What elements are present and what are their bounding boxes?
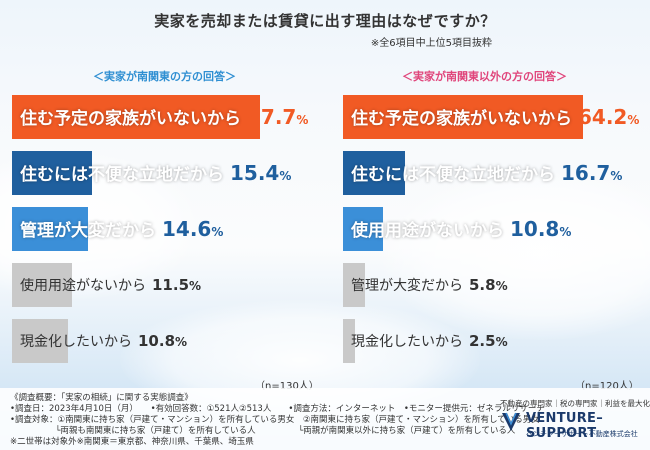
left-bar-2 (12, 151, 93, 195)
right-percent-sign-2: % (610, 169, 623, 183)
left-percent-sign-3: % (211, 225, 224, 239)
right-sample-size: （n=120人） (575, 381, 639, 392)
right-value-3: 10.8 (510, 217, 560, 241)
left-category-4: 使用用途がないから (20, 278, 146, 294)
right-percent-sign-3: % (559, 225, 572, 239)
logo-name: VENTURE–SUPPORT (526, 411, 604, 441)
right-value-5: 2.5 (469, 332, 496, 350)
left-bar-label-1: 住む予定の家族がいないから 47.7% (20, 95, 308, 142)
right-category-4: 管理が大変だから (351, 278, 463, 294)
left-value-3: 14.6 (162, 217, 212, 241)
survey-target-note: └両親も南関東に持ち家（戸建て）を所有している人 └両親が南関東以外に持ち家（戸… (10, 426, 516, 436)
chart-title: 実家を売却または賃貸に出す理由はなぜですか？ (154, 12, 496, 30)
left-bar-label-2: 住むには不便な立地だから 15.4% (20, 151, 291, 198)
right-bar-1 (343, 95, 583, 139)
right-bar-label-5: 現金化したいから 2.5% (351, 319, 508, 364)
left-category-1: 住む予定の家族がいないから (20, 109, 241, 129)
left-category-2: 住むには不便な立地だから (20, 165, 224, 185)
survey-target: •調査対象：①南関東に持ち家（戸建て・マンション）を所有している男女 ②南関東に… (10, 415, 540, 425)
left-percent-sign-4: % (189, 279, 202, 293)
left-bar-label-5: 現金化したいから 10.8% (20, 319, 187, 364)
right-bar-5 (343, 319, 355, 363)
right-value-2: 16.7 (561, 161, 611, 185)
left-panel-header: ＜実家が南関東の方の回答＞ (93, 70, 236, 83)
left-value-2: 15.4 (230, 161, 280, 185)
survey-footnote: ※二世帯は対象外※南関東＝東京都、神奈川県、千葉県、埼玉県 (10, 437, 254, 447)
left-category-5: 現金化したいから (20, 334, 132, 350)
right-percent-sign-1: % (627, 113, 640, 127)
left-category-3: 管理が大変だから (20, 221, 156, 241)
right-bar-label-1: 住む予定の家族がいないから 64.2% (351, 95, 639, 142)
venture-support-logo-icon (502, 412, 520, 431)
right-percent-sign-5: % (495, 335, 508, 349)
left-bar-3 (12, 207, 88, 251)
footer: 《調査概要：「実家の相続」に関する実態調査》 •調査日：2023年4月10日（月… (0, 388, 650, 450)
right-category-3: 使用用途がないから (351, 221, 504, 241)
left-value-5: 10.8 (138, 332, 176, 350)
right-bar-4 (343, 263, 365, 307)
right-category-2: 住むには不便な立地だから (351, 165, 555, 185)
survey-title: 《調査概要：「実家の相続」に関する実態調査》 (10, 393, 193, 403)
right-bar-label-4: 管理が大変だから 5.8% (351, 263, 508, 308)
right-bar-2 (343, 151, 406, 195)
left-percent-sign-1: % (296, 113, 309, 127)
right-percent-sign-4: % (495, 279, 508, 293)
right-category-1: 住む予定の家族がいないから (351, 109, 572, 129)
survey-details: •調査日：2023年4月10日（月） •有効回答数：①521人②513人 •調査… (10, 404, 545, 414)
right-bar-label-2: 住むには不便な立地だから 16.7% (351, 151, 622, 198)
cloud-decoration (380, 170, 650, 340)
right-value-1: 64.2 (578, 105, 628, 129)
right-category-5: 現金化したいから (351, 334, 463, 350)
right-bar-label-3: 使用用途がないから 10.8% (351, 207, 571, 254)
right-panel-header: ＜実家が南関東以外の方の回答＞ (402, 70, 567, 83)
right-bar-3 (343, 207, 384, 251)
logo-subtitle: ベンチャーサポート不動産株式会社 (526, 430, 638, 438)
left-sample-size: （n=130人） (255, 381, 319, 392)
logo-tagline: 不動産の専門家｜税の専門家｜利益を最大化 (500, 399, 650, 408)
left-bar-4 (12, 263, 72, 307)
left-value-1: 47.7 (247, 105, 297, 129)
subnote: ※全6項目中上位5項目抜粋 (370, 38, 492, 49)
left-bar-label-4: 使用用途がないから 11.5% (20, 263, 201, 308)
left-bar-1 (12, 95, 260, 139)
left-bar-5 (12, 319, 69, 363)
left-percent-sign-5: % (175, 335, 188, 349)
right-value-4: 5.8 (469, 276, 496, 294)
left-percent-sign-2: % (279, 169, 292, 183)
left-value-4: 11.5 (152, 276, 190, 294)
left-bar-label-3: 管理が大変だから 14.6% (20, 207, 223, 254)
